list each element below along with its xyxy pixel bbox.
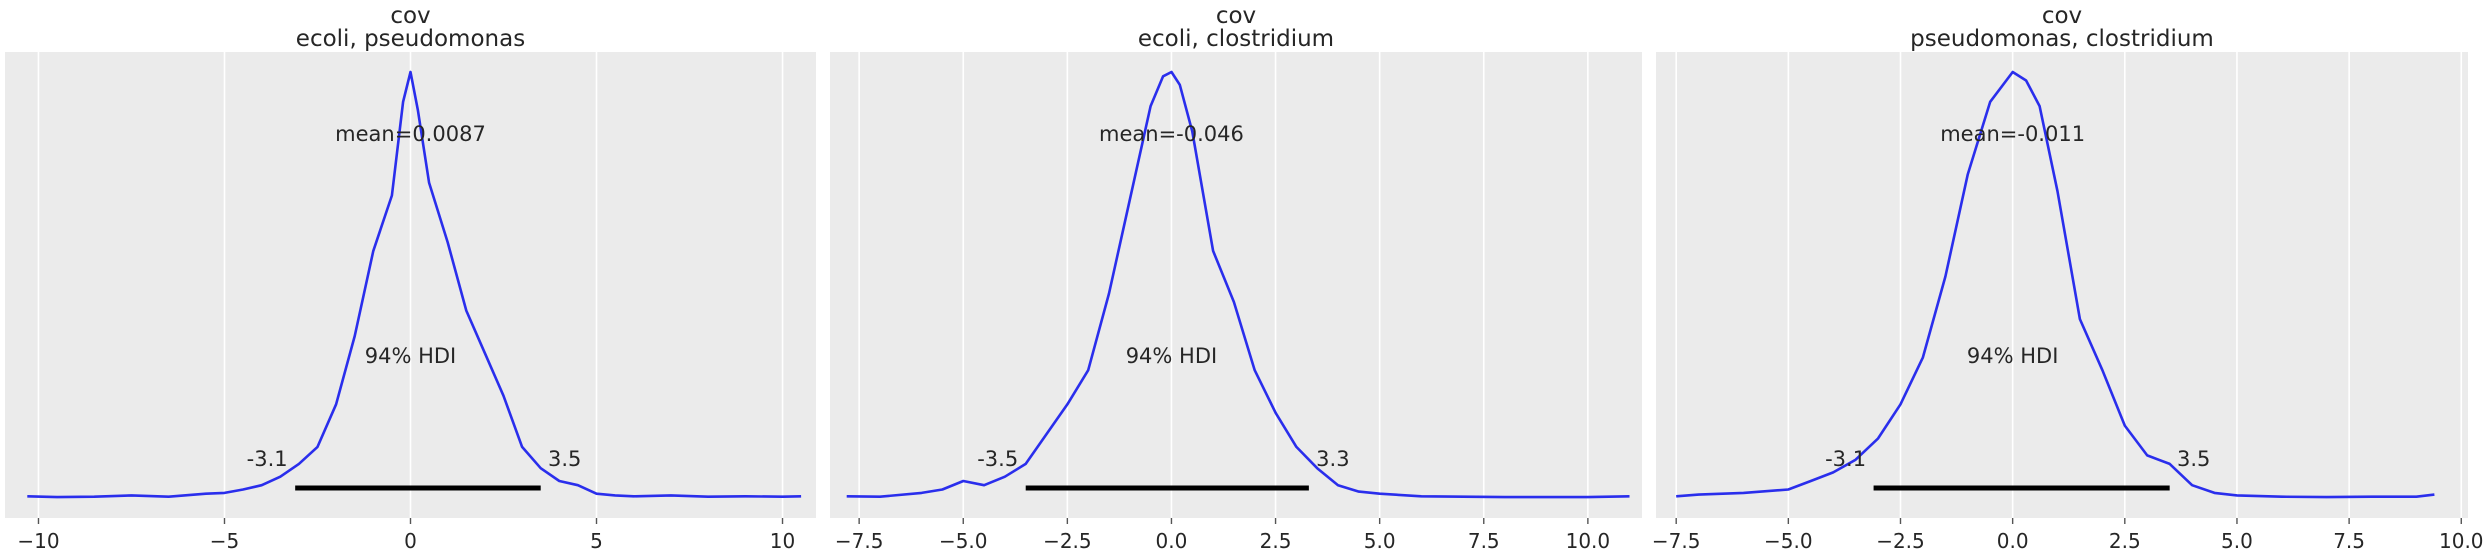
hdi-label: 94% HDI (365, 344, 457, 368)
panel-cov-ecoli-clostridium: cov ecoli, clostridium mean=-0.046 94% H… (830, 3, 1642, 552)
gridlines (37, 52, 784, 518)
density-curve (1676, 70, 2435, 499)
x-tick-label: 10.0 (1566, 529, 1611, 552)
hdi-high-label: 3.3 (1316, 447, 1349, 471)
panel-title: cov (1216, 3, 1256, 29)
x-tick-label: −7.5 (1652, 529, 1701, 552)
plot-area (830, 52, 1642, 518)
density-curve (27, 70, 802, 499)
density-curve (846, 70, 1630, 499)
gridlines (858, 52, 1589, 518)
mean-label: mean=-0.046 (1099, 122, 1244, 146)
plot-area (1656, 52, 2468, 518)
mean-label: mean=0.0087 (335, 122, 486, 146)
x-tick-label: −2.5 (1043, 529, 1092, 552)
x-tick-label: −5 (210, 529, 239, 552)
x-tick-label: 0 (404, 529, 417, 552)
hdi-low-label: -3.1 (247, 447, 288, 471)
hdi-high-label: 3.5 (2177, 447, 2210, 471)
x-tick-label: −10 (17, 529, 59, 552)
panel-title: cov (390, 3, 430, 29)
x-tick-label: 0.0 (1997, 529, 2029, 552)
panel-subtitle: ecoli, clostridium (1138, 26, 1334, 52)
x-tick-label: −2.5 (1876, 529, 1925, 552)
hdi-label: 94% HDI (1967, 344, 2059, 368)
gridlines (1675, 52, 2463, 518)
panel-cov-ecoli-pseudomonas: cov ecoli, pseudomonas mean=0.0087 94% H… (5, 3, 816, 552)
hdi-label: 94% HDI (1126, 344, 1218, 368)
x-tick-label: 7.5 (2333, 529, 2365, 552)
mean-label: mean=-0.011 (1940, 122, 2085, 146)
panel-subtitle: ecoli, pseudomonas (296, 26, 525, 52)
hdi-high-label: 3.5 (548, 447, 581, 471)
x-tick-label: −5.0 (939, 529, 988, 552)
x-tick-label: 5.0 (1364, 529, 1396, 552)
x-axis-ticks: −7.5 −5.0 −2.5 0.0 2.5 5.0 7.5 10.0 (1652, 518, 2484, 552)
x-tick-label: 2.5 (2109, 529, 2141, 552)
x-tick-label: 2.5 (1260, 529, 1292, 552)
x-tick-label: 10.0 (2439, 529, 2484, 552)
hdi-low-label: -3.1 (1825, 447, 1866, 471)
x-tick-label: −5.0 (1764, 529, 1813, 552)
x-tick-label: 0.0 (1156, 529, 1188, 552)
hdi-low-label: -3.5 (977, 447, 1018, 471)
x-tick-label: 5 (590, 529, 603, 552)
x-axis-ticks: −10 −5 0 5 10 (17, 518, 795, 552)
panel-cov-pseudomonas-clostridium: cov pseudomonas, clostridium mean=-0.011… (1652, 3, 2484, 552)
panel-subtitle: pseudomonas, clostridium (1910, 26, 2214, 52)
x-tick-label: 5.0 (2221, 529, 2253, 552)
x-axis-ticks: −7.5 −5.0 −2.5 0.0 2.5 5.0 7.5 10.0 (835, 518, 1610, 552)
x-tick-label: 7.5 (1468, 529, 1500, 552)
x-tick-label: −7.5 (835, 529, 884, 552)
x-tick-label: 10 (770, 529, 795, 552)
panel-title: cov (2042, 3, 2082, 29)
